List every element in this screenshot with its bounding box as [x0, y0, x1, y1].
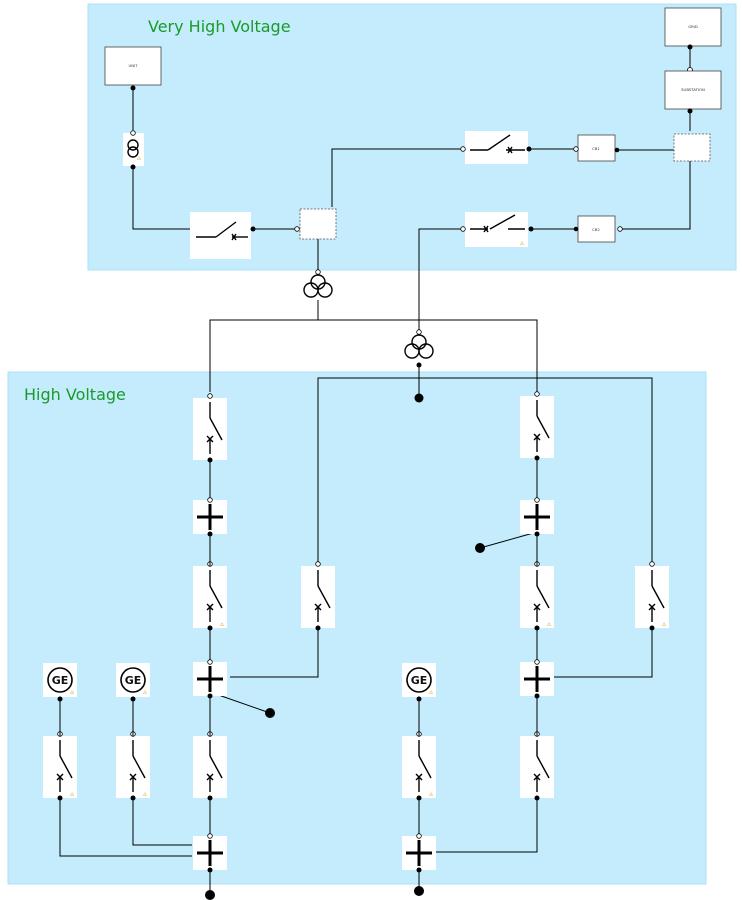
very-high-voltage-area: [87, 3, 737, 271]
breaker-vertical[interactable]: ⚠: [520, 561, 554, 631]
busbar-node[interactable]: [673, 133, 711, 162]
substation-label: SUBSTATION: [681, 87, 705, 92]
connection-dot: [573, 146, 579, 152]
breaker-horizontal[interactable]: [460, 131, 532, 164]
load-node[interactable]: [475, 543, 485, 553]
warning-icon: ⚠: [429, 792, 434, 798]
breaker-horizontal[interactable]: [190, 212, 300, 259]
warning-icon: ⚠: [520, 241, 525, 247]
wire: [59, 800, 192, 857]
cb1-box[interactable]: [577, 134, 616, 162]
warning-icon: ⚠: [137, 156, 142, 162]
breaker-vertical[interactable]: ⚠: [635, 561, 669, 631]
busbar-node[interactable]: [520, 659, 554, 699]
connection-dot: [130, 85, 136, 91]
connection-dot: [687, 44, 693, 50]
breaker-vertical[interactable]: [193, 393, 227, 463]
wire: [230, 630, 319, 678]
grid-label: GRID: [688, 24, 698, 29]
load-node[interactable]: [205, 890, 215, 900]
wire: [317, 377, 653, 562]
wire: [331, 148, 462, 207]
high-voltage-title: High Voltage: [24, 385, 126, 404]
wire: [132, 800, 192, 846]
busbar-node[interactable]: [193, 833, 227, 873]
wire: [132, 168, 190, 230]
connection-dot: [614, 147, 620, 153]
breaker-vertical[interactable]: ⚠: [43, 731, 77, 801]
warning-icon: ⚠: [143, 690, 148, 696]
very-high-voltage-title: Very High Voltage: [148, 17, 291, 36]
transformer-icon[interactable]: [404, 329, 434, 368]
generator-label: GE: [52, 674, 69, 687]
connection-dot: [573, 226, 579, 232]
unit-label: UNIT: [128, 63, 138, 68]
breaker-vertical[interactable]: [520, 391, 554, 461]
wire: [209, 319, 538, 392]
substation-box[interactable]: [664, 70, 722, 110]
load-node[interactable]: [414, 393, 424, 403]
breaker-vertical[interactable]: [193, 731, 227, 801]
breaker-vertical[interactable]: [301, 561, 335, 631]
breaker-vertical[interactable]: ⚠: [116, 731, 150, 801]
busbar-node[interactable]: [520, 497, 554, 537]
cb2-box[interactable]: [577, 215, 616, 243]
warning-icon: ⚠: [70, 690, 75, 696]
wire: [418, 228, 463, 330]
connection-dot: [617, 226, 623, 232]
generator-icon[interactable]: GE⚠: [43, 663, 77, 702]
load-node[interactable]: [265, 708, 275, 718]
generator-label: GE: [411, 674, 428, 687]
breaker-vertical[interactable]: ⚠: [402, 731, 436, 801]
busbar-node[interactable]: [402, 833, 436, 873]
busbar-node[interactable]: [193, 659, 227, 699]
wire: [620, 161, 691, 230]
busbar-node[interactable]: [193, 497, 227, 537]
unit-box[interactable]: [104, 46, 162, 86]
breaker-horizontal[interactable]: ⚠: [460, 212, 534, 247]
connection-dot: [687, 108, 693, 114]
grid-box[interactable]: [664, 7, 722, 47]
breaker-vertical[interactable]: ⚠: [193, 561, 227, 631]
warning-icon: ⚠: [662, 622, 667, 628]
load-node[interactable]: [414, 886, 424, 896]
cb1-label: CB1: [592, 146, 600, 151]
wire: [479, 531, 538, 549]
warning-icon: ⚠: [70, 792, 75, 798]
warning-icon: ⚠: [143, 792, 148, 798]
warning-icon: ⚠: [220, 622, 225, 628]
generator-label: GE: [125, 674, 142, 687]
generator-icon[interactable]: GE⚠: [116, 663, 150, 702]
warning-icon: ⚠: [547, 622, 552, 628]
breaker-vertical[interactable]: [520, 731, 554, 801]
busbar-node[interactable]: [299, 208, 337, 240]
cb2-label: CB2: [592, 227, 600, 232]
high-voltage-area: [7, 371, 707, 885]
transformer-icon[interactable]: ⚠: [123, 130, 144, 170]
wire: [434, 800, 538, 853]
wire: [553, 630, 653, 678]
generator-icon[interactable]: GE⚠: [402, 663, 436, 702]
transformer-icon[interactable]: [303, 269, 333, 298]
warning-icon: ⚠: [429, 690, 434, 696]
